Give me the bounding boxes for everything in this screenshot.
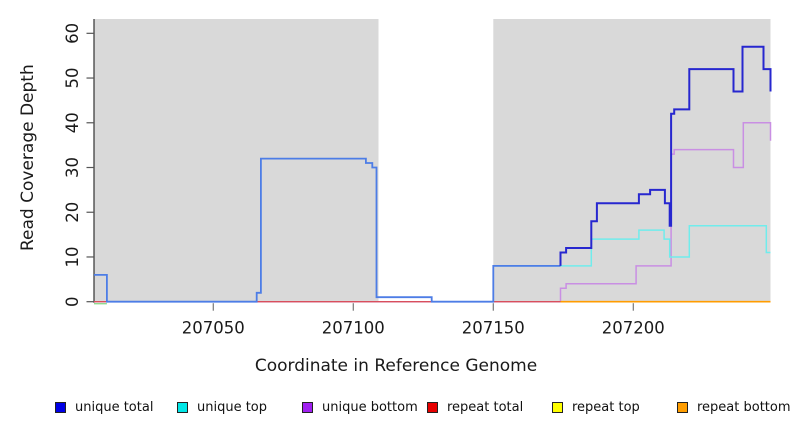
svg-text:60: 60 xyxy=(63,23,82,44)
legend-item-repeat-bottom: repeat bottom xyxy=(677,398,791,416)
repeat-total-swatch-icon xyxy=(427,401,438,413)
y-axis-title: Read Coverage Depth xyxy=(18,64,38,251)
svg-text:20: 20 xyxy=(63,202,82,223)
legend-item-repeat-top: repeat top xyxy=(552,398,640,416)
series-lines xyxy=(94,45,772,305)
unique-bottom-swatch-icon xyxy=(302,401,313,413)
series-unique-total-right- xyxy=(559,45,772,266)
series-unique-top xyxy=(493,224,771,267)
legend-item-repeat-total: repeat total xyxy=(427,398,523,416)
svg-text:10: 10 xyxy=(63,246,82,267)
x-axis-title: Coordinate in Reference Genome xyxy=(254,356,538,376)
y-axis-ticks: 0 10 20 30 40 50 60 xyxy=(63,23,94,307)
unique-total-swatch-icon xyxy=(55,401,66,413)
x-axis-ticks: 207050 207100 207150 207200 xyxy=(182,303,665,338)
svg-text:50: 50 xyxy=(63,68,82,89)
legend-item-unique-top: unique top xyxy=(177,398,267,416)
unique-top-swatch-icon xyxy=(177,401,188,413)
legend-item-unique-total: unique total xyxy=(55,398,153,416)
svg-text:207200: 207200 xyxy=(602,319,665,338)
legend: unique total unique top unique bottom re… xyxy=(0,398,792,420)
svg-text:207100: 207100 xyxy=(322,319,385,338)
svg-text:40: 40 xyxy=(63,112,82,133)
repeat-top-swatch-icon xyxy=(552,401,563,413)
gap-region xyxy=(378,19,494,302)
legend-item-unique-bottom: unique bottom xyxy=(302,398,418,416)
repeat-bottom-swatch-icon xyxy=(677,401,688,413)
svg-text:207150: 207150 xyxy=(462,319,525,338)
svg-text:0: 0 xyxy=(63,296,82,307)
svg-text:30: 30 xyxy=(63,157,82,178)
series-unique-total-left- xyxy=(94,157,561,303)
svg-text:207050: 207050 xyxy=(182,319,245,338)
